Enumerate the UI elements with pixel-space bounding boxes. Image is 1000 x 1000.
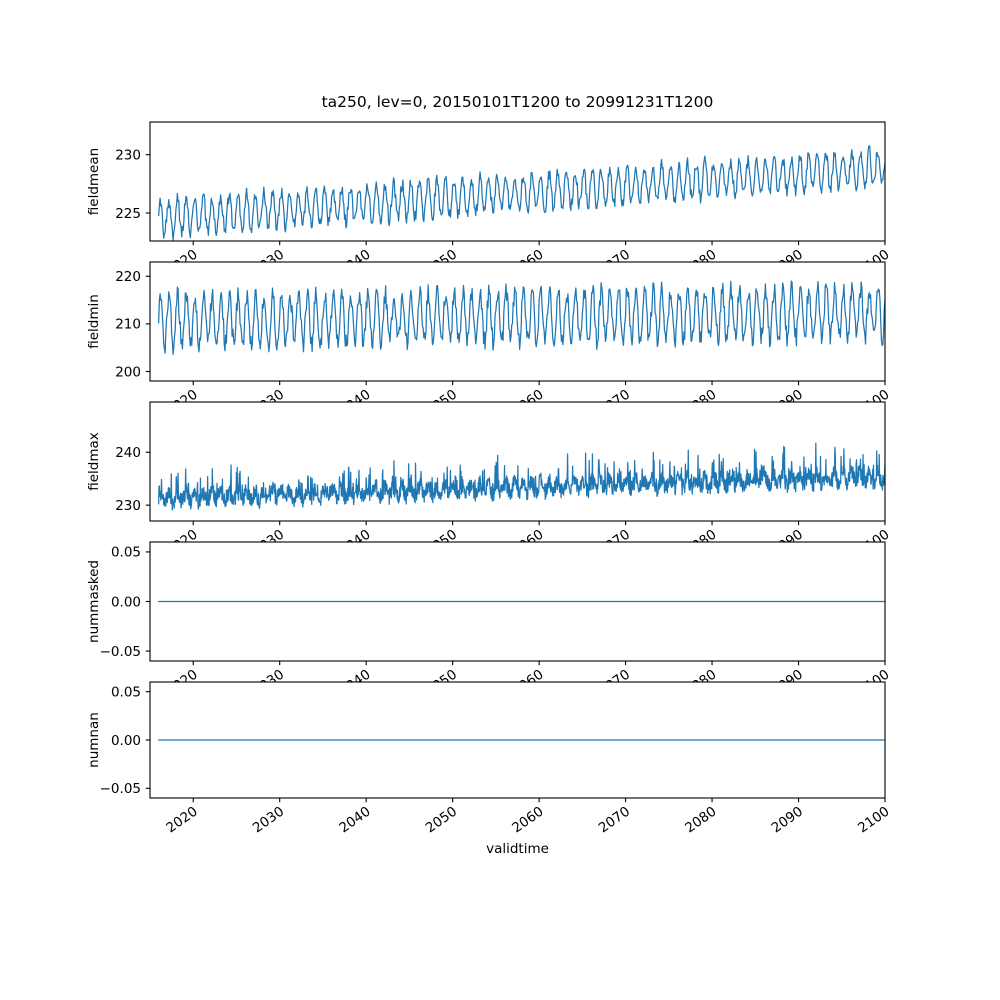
panel-fieldmax: 2302402020203020402050206020702080209021… (86, 401, 892, 559)
axes-frame-fieldmax (149, 401, 886, 522)
panel-numnan: −0.05 0.00 0.05 2020 2030 2040 2050 2060 2070 208… (86, 681, 892, 837)
ytick-label-nummasked-2: 0.05 (111, 545, 141, 561)
xtick-label-numnan-8: 2100 (855, 804, 892, 837)
xtick-label-numnan-6: 2080 (682, 804, 719, 837)
ytick-label-numnan-2: 0.05 (111, 684, 141, 700)
ytick-label-numnan-0: −0.05 (100, 781, 141, 797)
figure-title: ta250, lev=0, 20150101T1200 to 20991231T… (322, 93, 714, 111)
ytick-label-fieldmax-1: 240 (115, 445, 141, 461)
xtick-label-numnan-4: 2060 (509, 804, 546, 837)
ylabel-fieldmax: fieldmax (86, 432, 102, 491)
xtick-label-numnan-7: 2090 (769, 804, 806, 837)
xtick-label-numnan-3: 2050 (423, 804, 460, 837)
axes-frame-numnan (149, 681, 886, 799)
ylabel-fieldmin: fieldmin (86, 294, 102, 349)
axes-frame-fieldmin (149, 261, 886, 382)
ytick-label-fieldmax-0: 230 (115, 498, 141, 514)
ylabel-fieldmean: fieldmean (86, 148, 102, 215)
panel-nummasked: −0.050.000.05202020302040205020602070208… (86, 541, 892, 699)
plot-area-fieldmean (150, 122, 885, 241)
ytick-label-fieldmean-0: 225 (115, 206, 141, 222)
ytick-label-nummasked-1: 0.00 (111, 594, 141, 610)
axes-frame-fieldmean (149, 121, 886, 242)
ylabel-nummasked: nummasked (86, 560, 102, 643)
ytick-label-fieldmin-2: 220 (115, 269, 141, 285)
series-line-fieldmean-0 (158, 144, 885, 241)
panel-fieldmean: 2252302020203020402050206020702080209021… (86, 121, 892, 279)
ytick-label-fieldmin-1: 210 (115, 317, 141, 333)
series-line-fieldmin-0 (158, 280, 885, 356)
series-line-fieldmax-0 (158, 442, 885, 511)
xtick-label-numnan-0: 2020 (163, 804, 200, 837)
ytick-label-numnan-1: 0.00 (111, 733, 141, 749)
xtick-label-numnan-1: 2030 (250, 804, 287, 837)
axes-frame-nummasked (149, 541, 886, 662)
ytick-label-nummasked-0: −0.05 (100, 644, 141, 660)
panel-fieldmin: 2002102202020203020402050206020702080209… (86, 261, 892, 419)
ytick-label-fieldmin-0: 200 (115, 364, 141, 380)
plot-area-fieldmax (150, 402, 885, 521)
ytick-label-fieldmean-1: 230 (115, 147, 141, 163)
xtick-label-numnan-2: 2040 (336, 804, 373, 837)
xlabel-validtime: validtime (486, 841, 549, 857)
ylabel-numnan: numnan (86, 712, 102, 768)
xtick-label-numnan-5: 2070 (596, 804, 633, 837)
